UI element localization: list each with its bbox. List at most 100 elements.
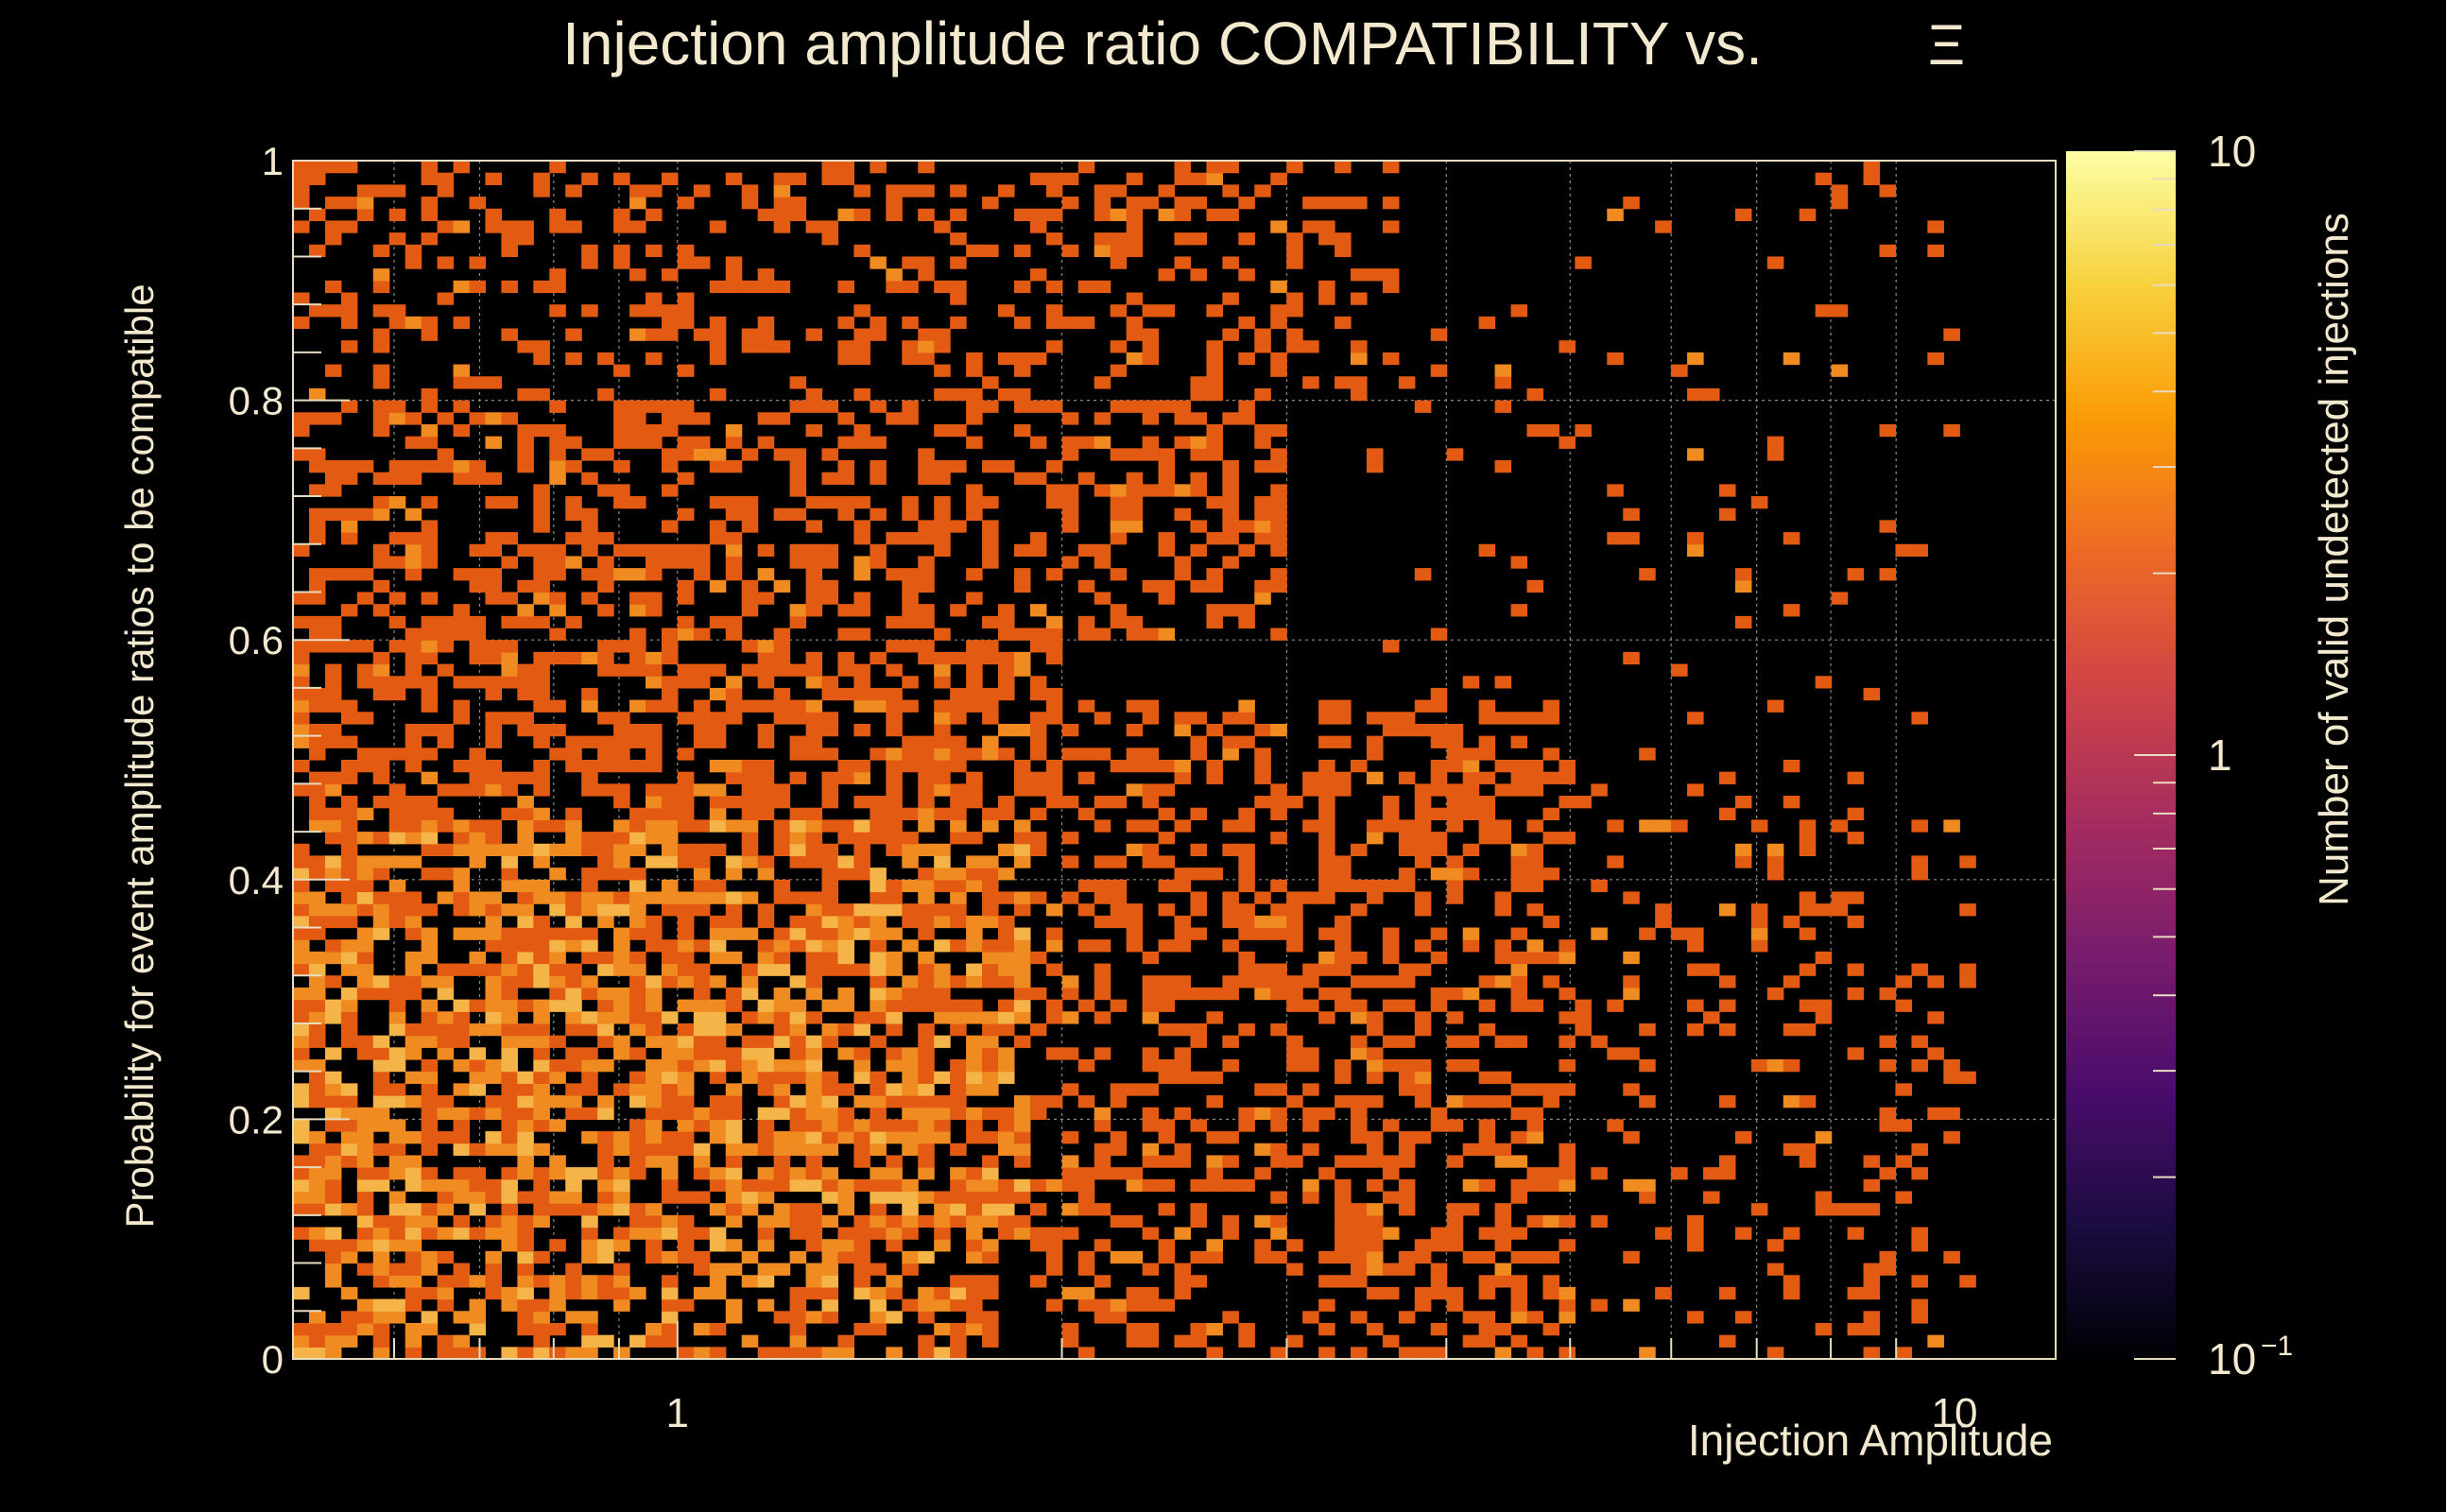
heatmap-cell (485, 532, 502, 544)
heatmap-cell (309, 173, 326, 185)
heatmap-cell (1463, 1095, 1480, 1108)
heatmap-cell (1431, 365, 1448, 377)
heatmap-cell (1127, 232, 1144, 245)
heatmap-cell (950, 1203, 967, 1215)
heatmap-cell (581, 1335, 598, 1348)
heatmap-cell (454, 1023, 471, 1036)
heatmap-cell (870, 1072, 887, 1084)
heatmap-cell (1367, 1251, 1384, 1263)
heatmap-cell (886, 772, 903, 784)
heatmap-cell (565, 1108, 582, 1120)
heatmap-cell (501, 964, 518, 976)
heatmap-cell (1238, 352, 1255, 365)
heatmap-cell (501, 1228, 518, 1240)
heatmap-cell (934, 855, 951, 868)
heatmap-cell (597, 760, 614, 772)
heatmap-cell (1127, 472, 1144, 485)
heatmap-cell (1302, 1047, 1319, 1059)
heatmap-cell (1591, 1036, 1608, 1048)
heatmap-cell (870, 928, 887, 940)
heatmap-cell (934, 508, 951, 521)
heatmap-cell (485, 975, 502, 988)
heatmap-cell (646, 891, 663, 903)
heatmap-cell (870, 1287, 887, 1299)
heatmap-cell (341, 832, 358, 844)
heatmap-cell (886, 928, 903, 940)
heatmap-cell (837, 628, 854, 641)
heatmap-cell (485, 1095, 502, 1108)
heatmap-cell (293, 1011, 310, 1023)
heatmap-cell (1399, 1072, 1416, 1084)
heatmap-cell (373, 988, 390, 1000)
heatmap-cell (341, 712, 358, 724)
heatmap-cell (726, 173, 743, 185)
heatmap-cell (549, 964, 566, 976)
heatmap-cell (646, 1323, 663, 1335)
heatmap-cell (357, 952, 374, 964)
heatmap-cell (422, 1228, 439, 1240)
heatmap-cell (1094, 1299, 1111, 1312)
heatmap-cell (934, 652, 951, 664)
heatmap-cell (1864, 1203, 1881, 1215)
heatmap-cell (293, 903, 310, 916)
heatmap-cell (742, 340, 759, 352)
heatmap-cell (597, 1036, 614, 1048)
heatmap-cell (1911, 544, 1928, 557)
heatmap-cell (341, 855, 358, 868)
heatmap-cell (758, 855, 775, 868)
heatmap-cell (790, 197, 807, 209)
heatmap-cell (438, 1191, 455, 1203)
heatmap-cell (934, 988, 951, 1000)
heatmap-cell (1511, 1179, 1528, 1192)
heatmap-cell (726, 1131, 743, 1143)
heatmap-cell (1030, 437, 1047, 449)
heatmap-cell (950, 460, 967, 472)
heatmap-cell (1383, 928, 1400, 940)
heatmap-cell (405, 1167, 422, 1179)
heatmap-cell (357, 1311, 374, 1323)
heatmap-cell (886, 712, 903, 724)
heatmap-cell (405, 412, 422, 424)
heatmap-cell (597, 1131, 614, 1143)
heatmap-cell (438, 783, 455, 796)
heatmap-cell (1254, 891, 1271, 903)
heatmap-cell (966, 975, 983, 988)
heatmap-cell (470, 412, 487, 424)
heatmap-cell (1639, 1023, 1656, 1036)
heatmap-cell (389, 1047, 406, 1059)
heatmap-cell (1222, 736, 1239, 748)
heatmap-cell (373, 916, 390, 928)
heatmap-cell (1335, 1215, 1352, 1228)
heatmap-cell (1479, 808, 1496, 820)
heatmap-cell (389, 808, 406, 820)
heatmap-cell (293, 736, 310, 748)
heatmap-cell (1527, 819, 1544, 832)
heatmap-cell (1719, 1023, 1736, 1036)
heatmap-cell (373, 268, 390, 281)
heatmap-cell (1463, 783, 1480, 796)
heatmap-cell (1270, 832, 1287, 844)
heatmap-cell (1190, 928, 1207, 940)
heatmap-cell (1511, 1311, 1528, 1323)
heatmap-cell (774, 640, 791, 652)
heatmap-cell (1559, 939, 1576, 952)
heatmap-cell (1175, 819, 1192, 832)
heatmap-cell (694, 664, 711, 677)
heatmap-cell (790, 1167, 807, 1179)
heatmap-cell (1175, 988, 1192, 1000)
heatmap-cell (934, 424, 951, 437)
heatmap-cell (790, 209, 807, 221)
heatmap-cell (678, 292, 695, 304)
heatmap-cell (501, 1131, 518, 1143)
heatmap-cell (1111, 1299, 1128, 1312)
heatmap-cell (806, 736, 823, 748)
heatmap-cell (790, 855, 807, 868)
heatmap-cell (1094, 891, 1111, 903)
heatmap-cell (629, 197, 646, 209)
heatmap-cell (1190, 268, 1207, 281)
heatmap-cell (837, 928, 854, 940)
heatmap-cell (870, 891, 887, 903)
heatmap-cell (1559, 1083, 1576, 1095)
heatmap-cell (1238, 844, 1255, 856)
heatmap-cell (1463, 1036, 1480, 1048)
